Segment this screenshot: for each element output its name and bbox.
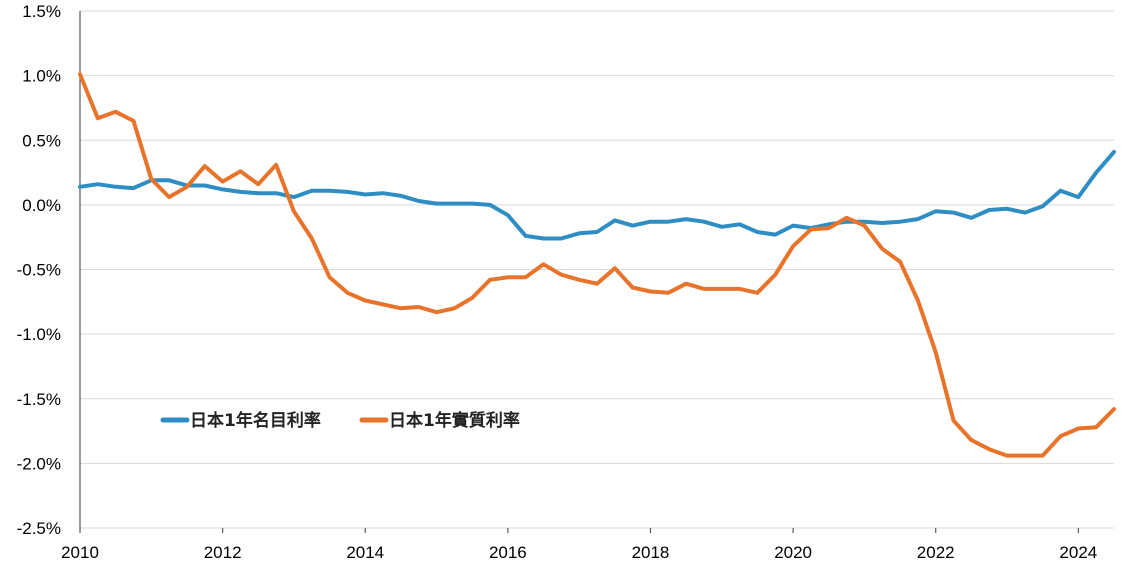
x-tick-label: 2012 [204,543,242,562]
legend-label: 日本1年實質利率 [389,410,520,431]
x-tick-label: 2020 [774,543,812,562]
x-tick-label: 2018 [632,543,670,562]
x-tick-label: 2010 [61,543,99,562]
y-tick-label: 0.5% [22,131,61,150]
y-tick-label: 0.0% [22,196,61,215]
series-line-real-rate [78,72,1116,458]
legend-label: 日本1年名目利率 [190,410,321,431]
y-tick-label: -2.0% [17,454,61,473]
series-lines [78,72,1116,458]
legend: 日本1年名目利率 日本1年實質利率 [160,410,520,431]
y-tick-label: 1.5% [22,2,61,21]
x-tick-label: 2014 [346,543,384,562]
y-tick-label: -0.5% [17,261,61,280]
gridlines [80,10,1114,529]
y-tick-label: 1.0% [22,67,61,86]
y-tick-label: -2.5% [17,519,61,538]
x-tick-label: 2016 [489,543,527,562]
x-tick-label: 2024 [1059,543,1097,562]
axes: 1.5% 1.0% 0.5% 0.0% -0.5% -1.0% -1.5% -2.0% -2.5… [17,2,1098,562]
y-tick-label: -1.5% [17,390,61,409]
x-tick-label: 2022 [917,543,955,562]
y-tick-label: -1.0% [17,325,61,344]
series-line-nominal-rate [78,149,1116,241]
